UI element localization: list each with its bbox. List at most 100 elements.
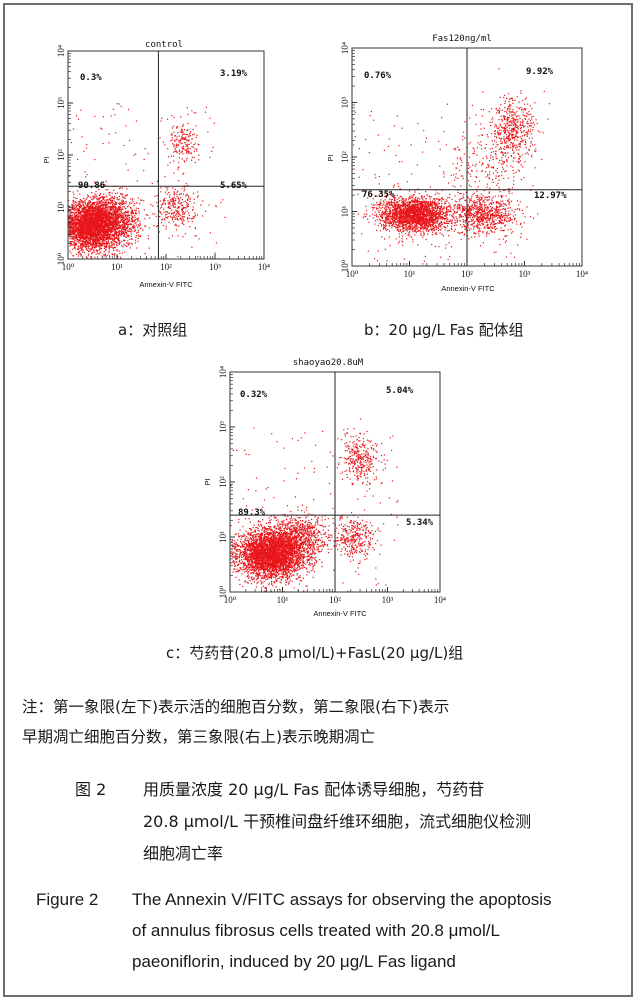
cell-event [184, 207, 186, 209]
cell-event [119, 203, 121, 205]
cell-event [68, 232, 70, 234]
cell-event [93, 246, 96, 249]
cell-event [114, 197, 116, 199]
cell-event [81, 227, 83, 229]
cell-event [97, 242, 99, 244]
cell-event [96, 196, 98, 198]
cell-event [85, 256, 87, 258]
cell-event [144, 218, 146, 220]
cell-event [93, 232, 95, 234]
cell-event [68, 234, 70, 236]
cell-event [125, 201, 127, 203]
cell-event [82, 222, 84, 224]
cell-event [79, 244, 81, 246]
cell-event [101, 214, 103, 216]
cell-event [99, 211, 101, 213]
cell-event [121, 196, 124, 198]
cell-event [104, 211, 106, 213]
cell-event [108, 223, 111, 225]
cell-event [111, 223, 113, 225]
cell-event [110, 229, 112, 231]
cell-event [128, 139, 131, 141]
cell-event [89, 205, 91, 207]
cell-event [87, 214, 89, 216]
cell-event [96, 202, 98, 205]
cell-event [106, 232, 108, 234]
cell-event [112, 218, 114, 220]
cell-event [94, 220, 96, 222]
cell-event [111, 226, 114, 228]
cell-event [89, 222, 91, 224]
cell-event [85, 210, 87, 212]
cell-event [75, 243, 77, 245]
cell-event [69, 224, 71, 226]
cell-event [100, 222, 102, 224]
cell-event [73, 229, 75, 231]
cell-event [179, 131, 181, 133]
cell-event [71, 231, 73, 233]
cell-event [120, 219, 122, 221]
cell-event [85, 231, 87, 233]
cell-event [86, 209, 88, 211]
cell-event [78, 251, 80, 253]
cell-event [90, 226, 92, 228]
cell-event [108, 202, 110, 204]
cell-event [100, 220, 103, 222]
cell-event [93, 214, 95, 216]
cell-event [80, 240, 82, 242]
cell-event [178, 157, 180, 159]
cell-event [108, 217, 111, 220]
cell-event [84, 171, 86, 173]
cell-event [403, 224, 405, 227]
cell-event [70, 244, 72, 246]
cell-event [93, 245, 95, 247]
cell-event [81, 243, 83, 245]
cell-event [99, 206, 101, 208]
cell-event [135, 120, 138, 122]
cell-event [140, 227, 142, 229]
cell-event [95, 228, 97, 230]
cell-event [164, 176, 166, 178]
cell-event [104, 215, 107, 217]
cell-event [165, 228, 167, 230]
cell-event [112, 228, 114, 230]
cell-event [158, 231, 161, 233]
cell-event [185, 159, 188, 161]
cell-event [174, 193, 176, 195]
cell-event [123, 243, 125, 246]
cell-event [119, 202, 121, 204]
cell-event [191, 138, 193, 140]
cell-event [85, 224, 87, 226]
cell-event [72, 191, 74, 193]
cell-event [119, 226, 121, 228]
cell-event [110, 218, 113, 220]
cell-event [97, 231, 99, 233]
cell-event [164, 197, 166, 200]
cell-event [120, 233, 122, 235]
cell-event [104, 240, 106, 242]
cell-event [103, 208, 105, 210]
cell-event [99, 214, 101, 216]
cell-event [123, 240, 125, 242]
cell-event [120, 220, 122, 222]
cell-event [172, 216, 174, 218]
cell-event [189, 148, 191, 150]
cell-event [178, 207, 180, 209]
cell-event [119, 252, 121, 254]
cell-event [92, 239, 94, 241]
cell-event [183, 138, 185, 140]
cell-event [84, 211, 87, 213]
cell-event [127, 244, 130, 246]
cell-event [93, 244, 96, 246]
cell-event [424, 225, 426, 227]
cell-event [422, 230, 424, 232]
cell-event [202, 215, 204, 217]
cell-event [126, 194, 128, 196]
cell-event [83, 224, 85, 226]
cell-event [97, 240, 99, 242]
cell-event [186, 157, 188, 159]
cell-event [124, 219, 126, 221]
cell-event [108, 252, 110, 254]
cell-event [186, 152, 188, 154]
cell-event [137, 197, 139, 199]
